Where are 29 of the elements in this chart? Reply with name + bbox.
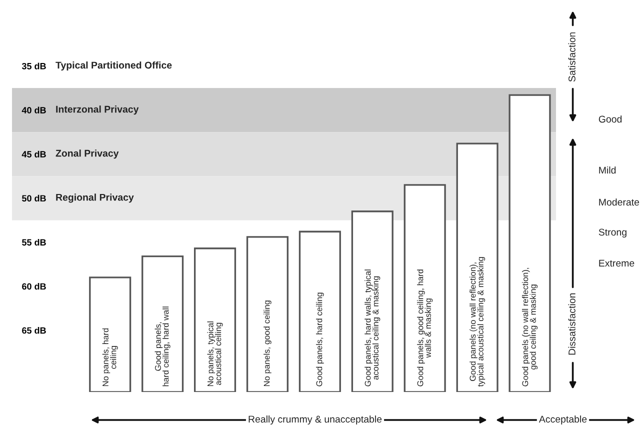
y-tick-label: 45 dB bbox=[22, 150, 46, 158]
text: Extreme bbox=[599, 260, 634, 267]
x-tick-label: Good panels, good ceiling, hard walls & masking bbox=[417, 270, 433, 386]
x-tick-label: Good panels, hard walls, typical acoustical ceiling & masking bbox=[364, 270, 380, 386]
y-tick-label: 50 dB bbox=[22, 194, 46, 202]
text: Satisfaction bbox=[568, 32, 576, 82]
x-tick-label: Good panels (no wall reflection), good ceiling & masking bbox=[522, 268, 538, 386]
y-tick-label: 60 dB bbox=[22, 283, 46, 290]
y-tick-label: 35 dB bbox=[22, 62, 46, 70]
x-tick-label: No panels, hard ceiling bbox=[102, 328, 118, 386]
y-tick-label: 40 dB bbox=[22, 106, 46, 114]
text: Mild bbox=[599, 166, 616, 174]
band-label: Interzonal Privacy bbox=[56, 106, 139, 115]
text: Really crummy & unacceptable bbox=[248, 415, 382, 425]
text: Dissatisfaction bbox=[568, 293, 576, 355]
text: Good bbox=[598, 115, 622, 123]
y-tick-label: 65 dB bbox=[22, 327, 46, 334]
y-tick-label: 55 dB bbox=[22, 238, 46, 246]
text: Moderate bbox=[599, 198, 640, 206]
band-label: Regional Privacy bbox=[56, 194, 134, 203]
text: Acceptable bbox=[538, 415, 587, 425]
text: Strong bbox=[598, 228, 626, 238]
x-tick-label: Good panels, hard ceiling bbox=[316, 292, 324, 386]
annotation: Typical Partitioned Office bbox=[56, 61, 172, 71]
band-label: Zonal Privacy bbox=[56, 150, 119, 159]
x-tick-label: Good panels, hard ceiling, hard wall bbox=[154, 306, 170, 386]
x-tick-label: No panels, good ceiling bbox=[264, 300, 272, 386]
x-tick-label: Good panels (no wall reflection), typical acoustical ceiling & masking bbox=[470, 257, 486, 387]
x-tick-label: No panels, typical acoustical ceiling bbox=[207, 321, 223, 386]
